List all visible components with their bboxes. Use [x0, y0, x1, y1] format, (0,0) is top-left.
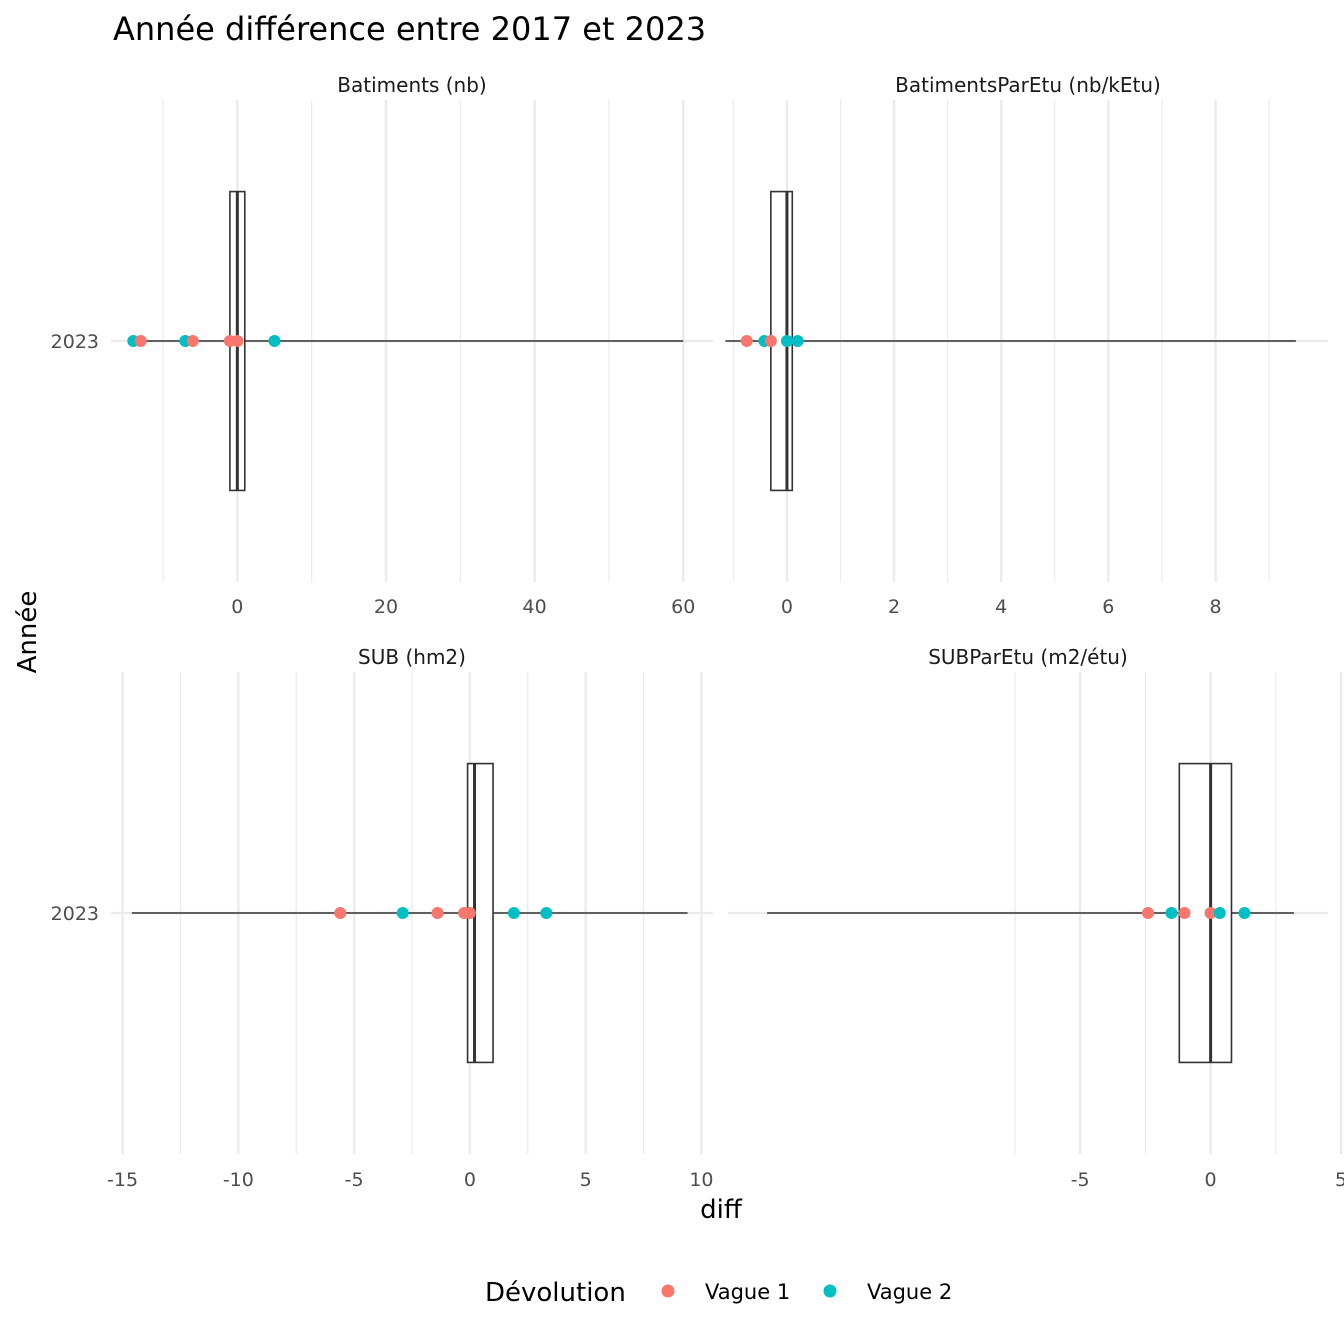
- data-point: [334, 907, 347, 919]
- chart-title: Année différence entre 2017 et 2023: [113, 10, 706, 48]
- legend-key: [823, 1284, 837, 1298]
- x-tick-label: -5: [1071, 1169, 1090, 1191]
- data-point: [396, 907, 409, 919]
- data-point: [186, 335, 199, 347]
- data-point: [791, 335, 804, 347]
- x-tick-label: 0: [1205, 1169, 1217, 1191]
- x-tick-label: -5: [345, 1169, 364, 1191]
- data-point: [780, 335, 793, 347]
- legend-label: Vague 2: [867, 1280, 952, 1304]
- x-tick-label: 10: [689, 1169, 713, 1191]
- x-tick-label: 0: [781, 596, 793, 618]
- data-point: [1204, 907, 1217, 919]
- data-point: [268, 335, 281, 347]
- legend-key: [661, 1284, 675, 1298]
- x-tick-label: 6: [1102, 596, 1114, 618]
- facet-strip-label: Batiments (nb): [337, 73, 486, 97]
- facet-panel: SUBParEtu (m2/étu) -5 0 5: [728, 645, 1344, 1191]
- legend-label: Vague 1: [705, 1280, 790, 1304]
- facet-panels: Batiments (nb)0 20 40 602023BatimentsParEtu…: [51, 73, 1344, 1191]
- x-tick-label: 5: [580, 1169, 592, 1191]
- x-tick-label: 40: [523, 596, 547, 618]
- legend: Dévolution Vague 1 Vague 2: [485, 1278, 952, 1308]
- x-tick-label: 0: [231, 596, 243, 618]
- x-tick-label: 60: [671, 596, 695, 618]
- x-tick-label: 5: [1335, 1169, 1344, 1191]
- data-point: [1213, 907, 1226, 919]
- x-tick-label: -15: [107, 1169, 138, 1191]
- x-tick-label: 20: [374, 596, 398, 618]
- data-point: [1238, 907, 1251, 919]
- facet-strip-label: SUBParEtu (m2/étu): [928, 645, 1128, 669]
- x-tick-label: 0: [464, 1169, 476, 1191]
- data-point: [231, 335, 244, 347]
- data-point: [740, 335, 753, 347]
- facet-strip-label: BatimentsParEtu (nb/kEtu): [895, 73, 1161, 97]
- y-tick-label: 2023: [51, 331, 99, 353]
- x-tick-label: 2: [888, 596, 900, 618]
- data-point: [1165, 907, 1178, 919]
- data-point: [134, 335, 147, 347]
- facet-strip-label: SUB (hm2): [358, 645, 466, 669]
- x-axis-title: diff: [700, 1195, 743, 1225]
- x-tick-label: 8: [1209, 596, 1221, 618]
- data-point: [507, 907, 520, 919]
- facet-panel: BatimentsParEtu (nb/kEtu) 0 2 4 6 8: [725, 73, 1328, 618]
- x-tick-label: 4: [995, 596, 1007, 618]
- data-point: [540, 907, 553, 919]
- data-point: [1178, 907, 1191, 919]
- data-point: [1142, 907, 1154, 919]
- facet-panel: SUB (hm2) -15 -10 -5 0 5 10 2023: [51, 645, 714, 1191]
- data-point: [764, 335, 777, 347]
- x-tick-label: -10: [223, 1169, 254, 1191]
- data-point: [431, 907, 444, 919]
- y-axis-title: Année: [13, 591, 43, 674]
- y-tick-label: 2023: [51, 903, 99, 925]
- facet-panel: Batiments (nb) 0 20 40 60 2023: [51, 73, 713, 618]
- legend-title: Dévolution: [485, 1278, 626, 1308]
- data-point: [463, 907, 476, 919]
